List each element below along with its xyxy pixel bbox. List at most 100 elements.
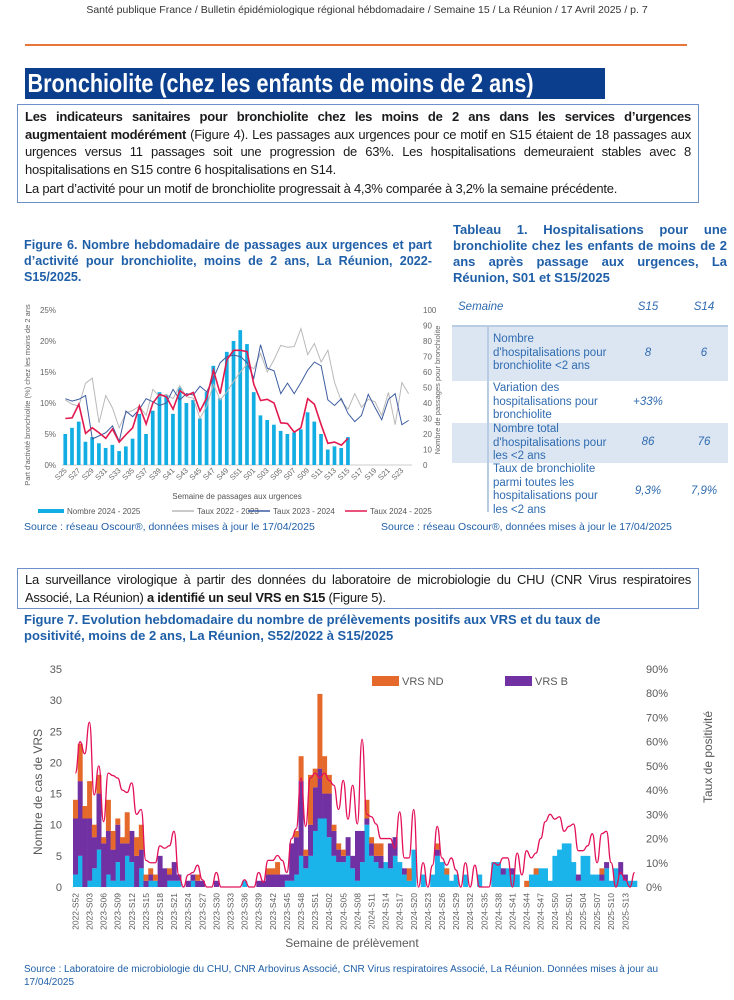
x-tick-label: 2023-S42 bbox=[268, 893, 278, 930]
bar-nombre-2024-2025 bbox=[130, 438, 135, 465]
bar-vrs bbox=[308, 855, 313, 887]
bar-vrs-b bbox=[120, 843, 125, 881]
bar-vrs-nd bbox=[73, 799, 78, 819]
bar-vrs bbox=[369, 855, 375, 887]
y-tick-right: 40% bbox=[646, 785, 668, 797]
bar-vrs-b bbox=[73, 818, 78, 875]
bar-vrs-b bbox=[143, 880, 149, 887]
bar-vrs-nd bbox=[275, 862, 281, 875]
bar-vrs bbox=[364, 824, 370, 887]
bar-vrs bbox=[345, 855, 351, 887]
x-tick-label: 2025-S01 bbox=[564, 893, 574, 930]
bar-vrs bbox=[622, 880, 628, 887]
section-banner: Bronchiolite (chez les enfants de moins … bbox=[25, 68, 605, 99]
bar-vrs bbox=[580, 855, 586, 887]
x-tick-label: 2024-S23 bbox=[423, 893, 433, 930]
bar-vrs-b bbox=[326, 793, 332, 838]
bar-nombre-2024-2025 bbox=[211, 365, 216, 465]
bar-nombre-2024-2025 bbox=[123, 446, 128, 465]
y-tick-right: 60% bbox=[646, 737, 668, 749]
bar-nombre-2024-2025 bbox=[319, 434, 323, 465]
x-tick-label: S31 bbox=[93, 466, 109, 482]
bar-nombre-2024-2025 bbox=[103, 447, 108, 465]
y-tick-right: 60 bbox=[423, 368, 432, 377]
x-tick-label: S33 bbox=[107, 466, 123, 482]
bar-vrs bbox=[505, 868, 511, 887]
bar-vrs-b bbox=[82, 818, 88, 887]
bar-vrs-nd bbox=[331, 824, 337, 831]
x-tick-label: S13 bbox=[322, 466, 338, 482]
bar-vrs-nd bbox=[293, 830, 299, 838]
bar-vrs-b bbox=[618, 862, 624, 875]
y-tick-left: 25 bbox=[50, 726, 62, 738]
x-tick-label: 2024-S29 bbox=[451, 893, 461, 930]
x-tick-label: S09 bbox=[295, 466, 311, 482]
bar-vrs bbox=[242, 880, 248, 887]
y-axis-title-right: Taux de positivité bbox=[701, 711, 715, 803]
x-tick-label: S49 bbox=[215, 466, 231, 482]
bar-vrs-b bbox=[355, 830, 360, 881]
bar-nombre-2024-2025 bbox=[312, 421, 317, 465]
x-tick-label: 2024-S02 bbox=[324, 893, 334, 930]
y-tick-right: 30% bbox=[646, 809, 668, 821]
bar-vrs bbox=[129, 862, 135, 887]
bar-vrs-b bbox=[350, 855, 356, 869]
x-tick-label: S15 bbox=[336, 466, 352, 482]
x-tick-label: S19 bbox=[363, 466, 379, 482]
bar-vrs-nd bbox=[378, 843, 384, 856]
bar-vrs-b bbox=[387, 843, 393, 869]
x-tick-label: 2023-S30 bbox=[211, 893, 221, 930]
x-tick-label: S47 bbox=[201, 466, 217, 482]
y-tick-left: 30 bbox=[50, 695, 62, 707]
x-tick-label: S35 bbox=[120, 466, 136, 482]
bar-vrs bbox=[289, 880, 295, 887]
y-tick-right: 10 bbox=[423, 446, 432, 455]
bar-vrs-nd bbox=[434, 843, 440, 850]
bar-nombre-2024-2025 bbox=[76, 421, 81, 465]
bar-vrs-b bbox=[87, 818, 93, 881]
x-tick-label: S37 bbox=[134, 466, 150, 482]
row-label: Nombre total d'hospitalisations pour les… bbox=[493, 423, 607, 462]
y-axis-title-left: Part d'activité bronchiolite (%) chez le… bbox=[23, 304, 32, 486]
y-tick-left: 15 bbox=[50, 789, 62, 801]
bar-vrs-nd bbox=[444, 868, 450, 875]
x-tick-label: 2023-S27 bbox=[197, 893, 207, 930]
page-header: Santé publique France / Bulletin épidémi… bbox=[86, 4, 648, 16]
row-value-s14: 7,9% bbox=[690, 485, 718, 497]
y-tick-right: 10% bbox=[646, 858, 668, 870]
bar-vrs bbox=[477, 874, 483, 887]
line-taux-2022-2023 bbox=[65, 326, 410, 430]
bar-vrs-b bbox=[402, 868, 407, 875]
bar-vrs bbox=[171, 880, 177, 887]
x-tick-label: 2024-S41 bbox=[507, 893, 517, 930]
bar-nombre-2024-2025 bbox=[305, 412, 310, 465]
bar-vrs-nd bbox=[298, 756, 304, 782]
bar-vrs bbox=[355, 880, 360, 887]
bar-vrs-b bbox=[124, 843, 130, 856]
row-value-s15: +33% bbox=[633, 396, 663, 408]
y-tick-right: 20 bbox=[423, 430, 432, 439]
bar-vrs-b bbox=[134, 855, 140, 887]
bar-vrs-nd bbox=[138, 824, 144, 850]
x-tick-label: S43 bbox=[174, 466, 190, 482]
bar-vrs bbox=[496, 862, 501, 887]
bar-vrs bbox=[383, 862, 389, 887]
bar-vrs bbox=[124, 855, 130, 887]
row-value-s15: 86 bbox=[641, 436, 655, 448]
bar-vrs-b bbox=[256, 880, 262, 887]
bar-vrs bbox=[359, 862, 365, 887]
y-tick-left: 0 bbox=[56, 882, 62, 894]
table-header-semaine: Semaine bbox=[458, 301, 504, 313]
bar-vrs-nd bbox=[524, 880, 530, 887]
bar-vrs-b bbox=[312, 787, 318, 831]
bar-vrs bbox=[138, 868, 144, 887]
x-tick-label: 2025-S13 bbox=[620, 893, 630, 930]
bar-vrs bbox=[420, 874, 426, 887]
bar-vrs bbox=[566, 843, 572, 887]
bar-vrs bbox=[557, 849, 563, 887]
y-tick-right: 90 bbox=[423, 322, 432, 331]
bar-nombre-2024-2025 bbox=[339, 447, 344, 465]
table-header-s15: S15 bbox=[637, 301, 659, 313]
bar-vrs-b bbox=[279, 874, 285, 887]
bar-vrs-b bbox=[162, 868, 168, 887]
